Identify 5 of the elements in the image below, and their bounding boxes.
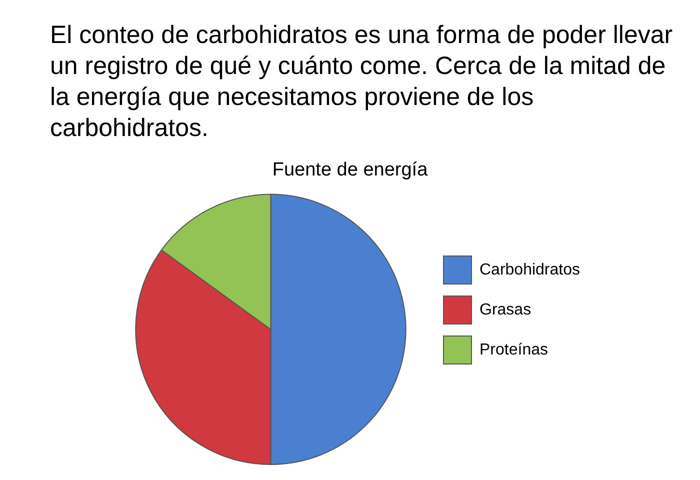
legend-label: Proteínas	[480, 341, 548, 358]
chart-subtitle: El conteo de carbohidratos es una forma de poder llevar un registro de qué y cuánto come. Cerca de la mitad de la energía que necesitamos proviene de los carbohidratos.	[50, 20, 674, 144]
legend-label: Grasas	[480, 301, 532, 318]
legend-label: Carbohidratos	[480, 261, 580, 278]
chart-title: Fuente de energía	[272, 160, 428, 181]
